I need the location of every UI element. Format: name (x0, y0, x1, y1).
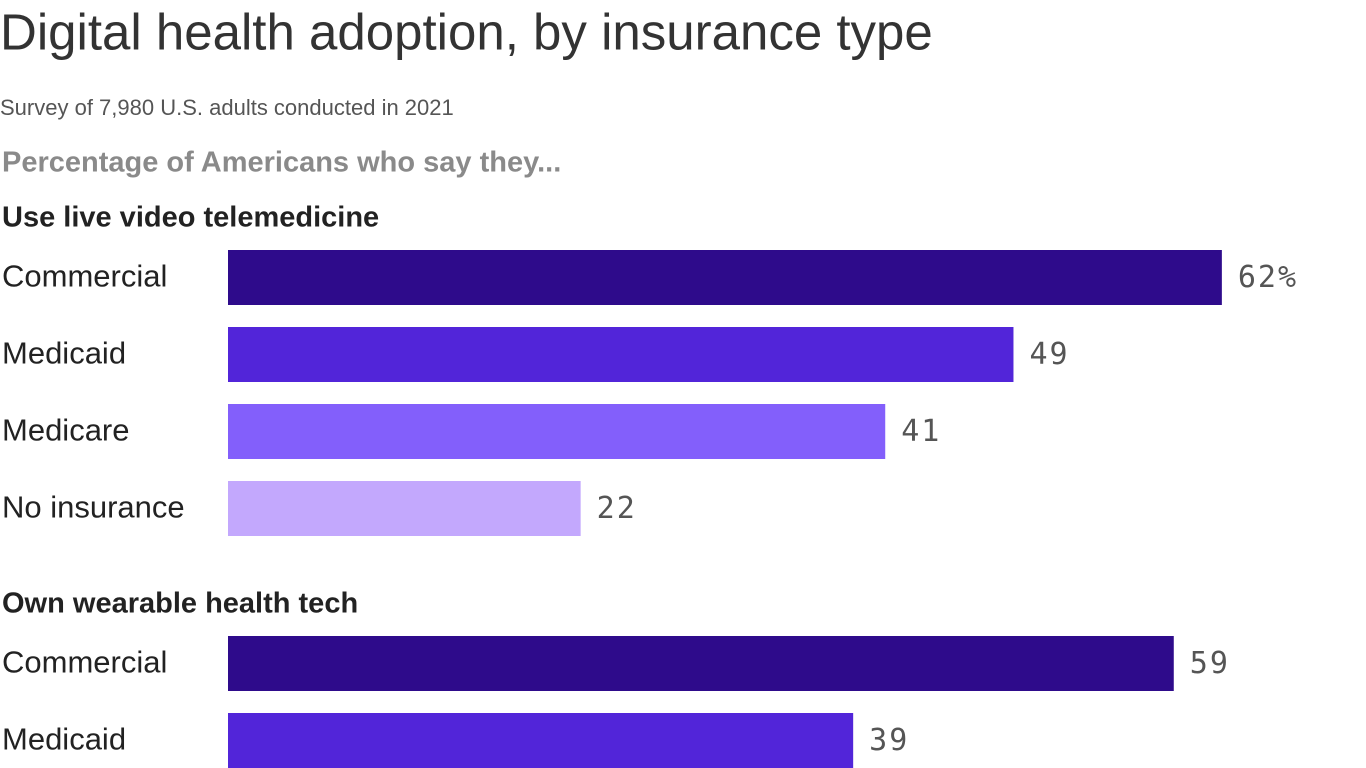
panel-title: Own wearable health tech (2, 588, 358, 620)
category-label: Medicaid (2, 336, 126, 371)
value-label: 49 (1029, 337, 1069, 372)
bar (228, 327, 1014, 382)
category-label: Medicaid (2, 722, 126, 757)
chart-subtitle: Survey of 7,980 U.S. adults conducted in… (0, 95, 454, 120)
bar (228, 713, 854, 768)
category-label: Commercial (2, 645, 167, 680)
category-label: Medicare (2, 413, 130, 448)
bar (228, 250, 1222, 305)
chart-title: Digital health adoption, by insurance ty… (0, 3, 933, 60)
panel-title: Use live video telemedicine (2, 202, 379, 234)
value-label: 62% (1238, 260, 1298, 295)
bar (228, 636, 1174, 691)
bar (228, 481, 581, 536)
category-label: No insurance (2, 490, 185, 525)
question: Percentage of Americans who say they... (2, 147, 561, 179)
value-label: 59 (1190, 646, 1230, 681)
value-label: 22 (597, 491, 637, 526)
category-label: Commercial (2, 259, 167, 294)
bar (228, 404, 886, 459)
value-label: 39 (869, 723, 909, 758)
value-label: 41 (901, 414, 941, 449)
